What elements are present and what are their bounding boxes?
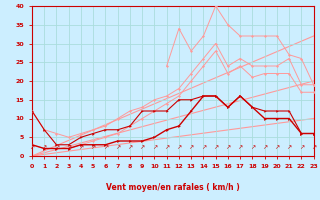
X-axis label: Vent moyen/en rafales ( km/h ): Vent moyen/en rafales ( km/h ) <box>106 183 240 192</box>
